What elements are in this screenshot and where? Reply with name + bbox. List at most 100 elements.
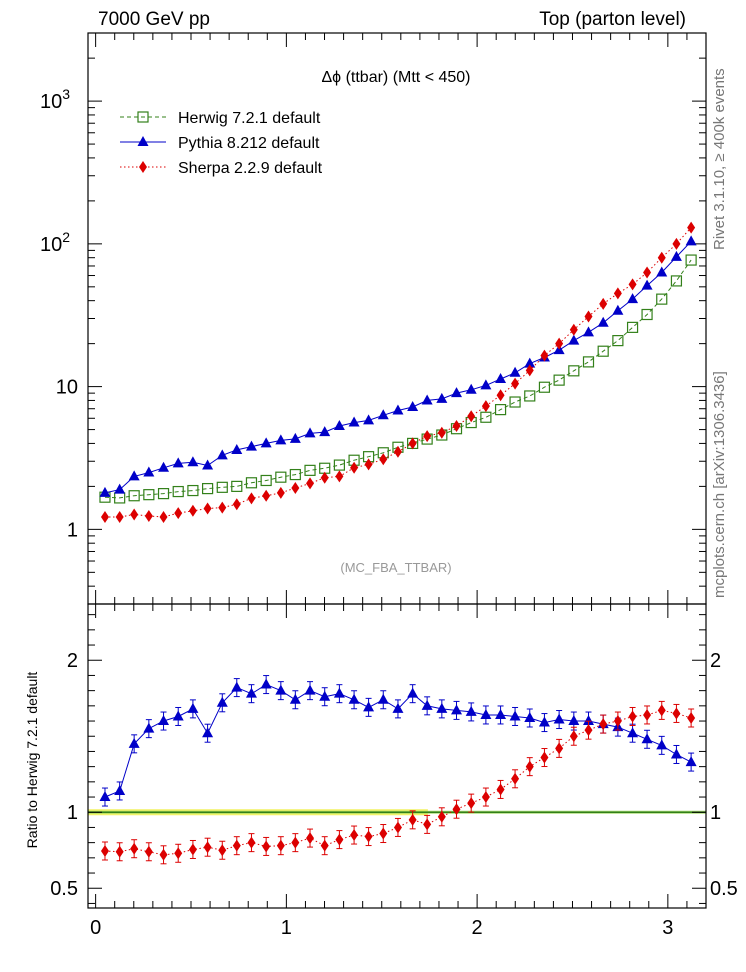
herwig-point — [597, 345, 609, 357]
ratio-sherpa-point — [144, 845, 153, 858]
ratio-pythia-point — [627, 727, 639, 738]
pythia-point — [143, 466, 155, 477]
ratio-pythia-point — [583, 715, 595, 726]
sherpa-point — [350, 461, 359, 474]
sherpa-point — [379, 453, 388, 466]
pythia-point — [172, 457, 184, 468]
ratio-pythia-point — [143, 722, 155, 733]
sherpa-point — [408, 437, 417, 450]
ratio-series-0 — [99, 675, 697, 807]
sherpa-point — [247, 492, 256, 505]
sherpa-point — [672, 237, 681, 250]
ratio-sherpa-point — [423, 818, 432, 831]
sherpa-point — [496, 389, 505, 402]
sherpa-point — [335, 470, 344, 483]
ratio-sherpa-point — [657, 704, 666, 717]
ratio-pythia-point — [568, 715, 580, 726]
ratio-pythia-point — [348, 693, 360, 704]
sherpa-point — [262, 489, 271, 502]
sherpa-point — [540, 349, 549, 362]
ratio-pythia-point — [231, 681, 243, 692]
ratio-plot-panel: 0.5 0.5 1 1 2 2 0 1 2 3 — [50, 604, 738, 939]
main-plot-panel: 1 10 102 103 Herwig 7.2.1 default Pythia 8.21… — [40, 32, 707, 605]
ratio-sherpa-point — [613, 715, 622, 728]
sherpa-point — [115, 511, 124, 524]
pythia-point — [480, 379, 492, 390]
ratio-pythia-point — [451, 704, 463, 715]
herwig-point — [172, 485, 184, 498]
herwig-point — [128, 490, 140, 502]
pythia-point — [685, 235, 697, 246]
ratio-sherpa-point — [408, 813, 417, 826]
sherpa-point — [159, 511, 168, 524]
ratio-pythia-point — [421, 699, 433, 710]
ratio-y-tick-label: 2 — [67, 650, 78, 672]
ratio-series-1 — [100, 700, 696, 865]
ratio-pythia-point — [392, 702, 404, 713]
pythia-point — [304, 427, 316, 438]
ratio-pythia-point — [670, 748, 682, 759]
pythia-point — [451, 387, 463, 398]
sherpa-point — [306, 477, 315, 490]
pythia-point — [158, 461, 170, 472]
ratio-y-tick-label-right: 1 — [710, 802, 721, 824]
herwig-point — [157, 488, 170, 500]
sherpa-point — [276, 486, 285, 499]
herwig-point — [304, 464, 316, 476]
series-0 — [99, 254, 697, 504]
pythia-point — [363, 414, 375, 425]
plot-title: Δϕ (ttbar) (Mtt < 450) — [321, 69, 470, 86]
herwig-point — [538, 381, 551, 393]
ratio-sherpa-point — [525, 760, 534, 773]
ratio-sherpa-point — [393, 821, 402, 834]
series-line — [105, 227, 692, 518]
sherpa-point — [687, 221, 696, 234]
herwig-point — [670, 275, 683, 287]
herwig-point — [231, 480, 243, 492]
y-tick-label: 10 — [56, 377, 78, 399]
y-tick-label: 103 — [40, 86, 70, 113]
ratio-sherpa-point — [467, 797, 476, 810]
ratio-pythia-point — [538, 716, 550, 727]
legend-label: Sherpa 2.2.9 default — [178, 160, 323, 177]
pythia-point — [597, 316, 609, 327]
sherpa-point — [584, 310, 593, 323]
x-tick-label: 0 — [90, 917, 101, 939]
herwig-point — [289, 468, 301, 481]
ratio-sherpa-point — [291, 836, 300, 849]
y-tick-label: 1 — [67, 519, 78, 541]
ratio-sherpa-point — [188, 843, 197, 856]
sherpa-point — [628, 278, 637, 291]
ratio-ylabel: Ratio to Herwig 7.2.1 default — [24, 672, 40, 849]
sherpa-point — [130, 508, 139, 521]
sherpa-point — [511, 377, 520, 390]
pythia-point — [333, 419, 345, 430]
herwig-point — [553, 374, 565, 386]
header-right: Top (parton level) — [539, 9, 686, 30]
pythia-point — [187, 456, 199, 467]
sherpa-point — [203, 502, 212, 515]
y-tick-label: 102 — [40, 229, 70, 256]
ratio-pythia-point — [509, 710, 521, 721]
sherpa-point — [613, 287, 622, 300]
ratio-pythia-point — [172, 710, 184, 721]
ratio-sherpa-point — [481, 791, 490, 804]
rivet-label: Rivet 3.1.10, ≥ 400k events — [711, 68, 728, 250]
ratio-pythia-point — [495, 708, 507, 719]
ratio-pythia-point — [641, 733, 653, 744]
pythia-point — [392, 404, 404, 415]
analysis-watermark: (MC_FBA_TTBAR) — [340, 560, 451, 575]
ratio-sherpa-point — [130, 842, 139, 855]
legend-label: Pythia 8.212 default — [178, 135, 320, 152]
ratio-sherpa-point — [335, 833, 344, 846]
ratio-pythia-point — [363, 701, 375, 712]
pythia-point — [99, 486, 111, 497]
ratio-sherpa-point — [628, 710, 637, 723]
ratio-sherpa-point — [320, 839, 329, 852]
sherpa-point — [569, 323, 578, 336]
pythia-point — [216, 449, 228, 460]
pythia-point — [137, 136, 149, 146]
sherpa-point — [599, 297, 608, 310]
pythia-point — [524, 357, 536, 368]
series-1 — [99, 235, 697, 497]
